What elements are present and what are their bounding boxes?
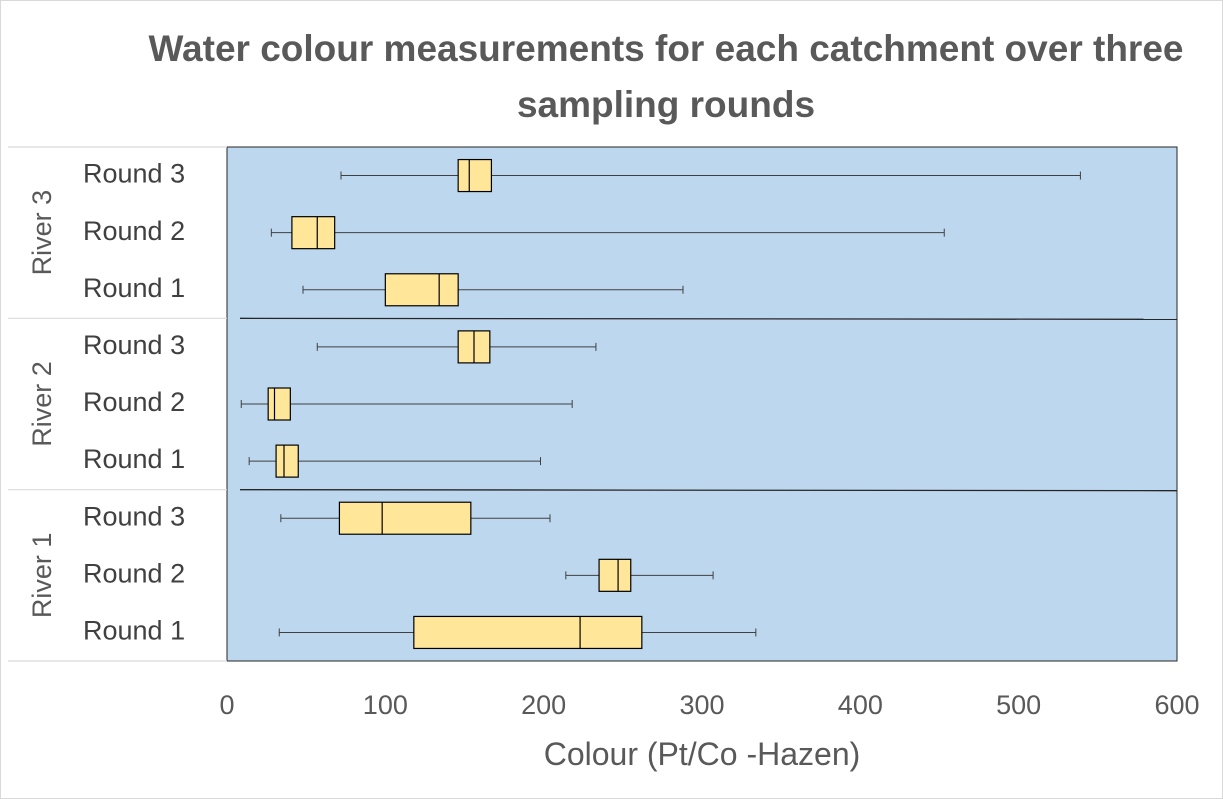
box-mark [340, 158, 1081, 193]
x-tick-label: 0 [219, 690, 234, 720]
box-iqr [275, 444, 299, 478]
category-label: Round 2 [83, 558, 185, 588]
box-mark [565, 558, 714, 592]
box-iqr [267, 387, 291, 421]
box-iqr [457, 158, 493, 193]
x-tick-label: 100 [363, 690, 408, 720]
box-mark [302, 273, 684, 307]
group-label: River 2 [27, 361, 57, 447]
group-separator-line [239, 489, 1178, 492]
x-axis-label: Colour (Pt/Co -Hazen) [544, 736, 861, 772]
group-label: River 1 [27, 533, 57, 619]
box-iqr [291, 216, 336, 250]
group-separator-line [239, 317, 1178, 320]
category-label: Round 2 [83, 387, 185, 417]
group-label: River 3 [27, 190, 57, 276]
x-tick-label: 500 [996, 690, 1041, 720]
box-mark [248, 444, 541, 478]
box-mark [280, 501, 551, 535]
box-mark [270, 216, 945, 250]
box-iqr [338, 501, 472, 535]
category-label: Round 1 [83, 444, 185, 474]
x-tick-label: 400 [838, 690, 883, 720]
category-label: Round 3 [83, 501, 185, 531]
category-label: Round 3 [83, 330, 185, 360]
box-mark [240, 387, 573, 421]
box-mark [316, 330, 597, 364]
group-labels: River 3 River 2 River 1 [27, 190, 57, 618]
box-iqr [384, 273, 459, 307]
category-label: Round 2 [83, 216, 185, 246]
x-tick-label: 600 [1154, 690, 1199, 720]
box-mark [278, 615, 757, 650]
group-separators [8, 146, 1178, 662]
chart-title: Water colour measurements for each catch… [148, 28, 1184, 125]
box-iqr [598, 558, 632, 592]
x-tick-labels: 0 100 200 300 400 500 600 [219, 690, 1199, 720]
category-label: Round 1 [83, 273, 185, 303]
x-tick-label: 200 [521, 690, 566, 720]
x-tick-label: 300 [679, 690, 724, 720]
category-label: Round 1 [83, 616, 185, 646]
box-iqr [413, 615, 643, 650]
category-label: Round 3 [83, 159, 185, 189]
category-labels: Round 3 Round 2 Round 1 Round 3 Round 2 Round… [83, 159, 185, 646]
box-marks [240, 158, 1081, 650]
